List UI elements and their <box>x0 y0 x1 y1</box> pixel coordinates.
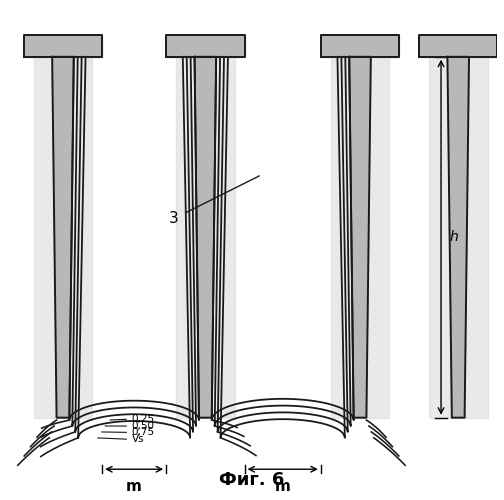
Polygon shape <box>429 34 488 418</box>
Polygon shape <box>331 34 390 418</box>
Polygon shape <box>419 34 497 57</box>
Polygon shape <box>349 57 371 418</box>
Text: 0,50: 0,50 <box>132 421 155 431</box>
Polygon shape <box>52 57 74 418</box>
Text: Vs: Vs <box>132 434 144 444</box>
Polygon shape <box>166 34 244 57</box>
Text: 0,75: 0,75 <box>132 428 155 438</box>
Polygon shape <box>33 34 92 418</box>
Text: 0,25: 0,25 <box>132 414 155 424</box>
Text: m: m <box>275 479 291 494</box>
Text: 3: 3 <box>168 212 178 226</box>
Text: h: h <box>450 230 459 244</box>
Polygon shape <box>195 57 216 418</box>
Polygon shape <box>448 57 469 418</box>
Polygon shape <box>24 34 102 57</box>
Text: Фиг. 6: Фиг. 6 <box>219 471 285 489</box>
Polygon shape <box>176 34 235 418</box>
Polygon shape <box>321 34 399 57</box>
Text: m: m <box>126 479 142 494</box>
